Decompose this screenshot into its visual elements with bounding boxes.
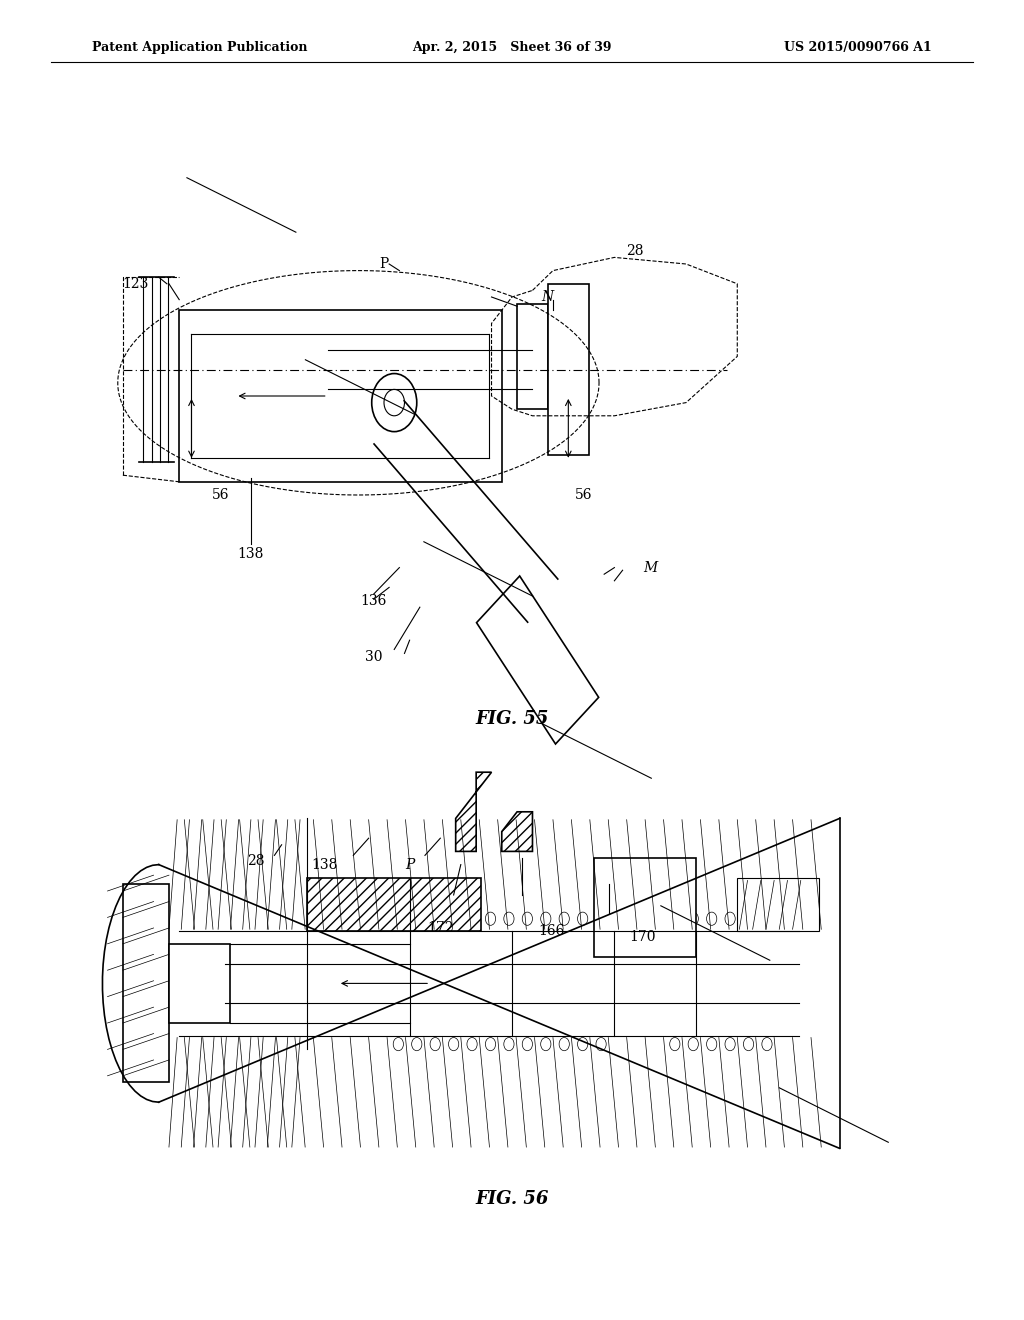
Bar — [548, 284, 589, 455]
Bar — [179, 310, 502, 482]
Text: 136: 136 — [360, 594, 387, 607]
Polygon shape — [456, 772, 492, 851]
Text: M: M — [643, 561, 657, 574]
Text: 56: 56 — [574, 488, 593, 502]
Text: 138: 138 — [311, 858, 338, 871]
Text: US 2015/0090766 A1: US 2015/0090766 A1 — [784, 41, 932, 54]
Text: 56: 56 — [211, 488, 229, 502]
Polygon shape — [476, 576, 599, 744]
Polygon shape — [502, 812, 532, 851]
Bar — [517, 304, 548, 409]
Text: 123: 123 — [122, 277, 148, 290]
Text: 28: 28 — [626, 244, 644, 257]
Text: FIG. 55: FIG. 55 — [475, 710, 549, 729]
Text: P: P — [406, 858, 415, 871]
Text: 166: 166 — [539, 924, 565, 937]
Bar — [123, 884, 169, 1082]
Bar — [169, 944, 230, 1023]
Text: FIG. 56: FIG. 56 — [475, 1189, 549, 1208]
Text: 138: 138 — [238, 548, 264, 561]
Bar — [307, 878, 481, 931]
Text: Patent Application Publication: Patent Application Publication — [92, 41, 307, 54]
Text: 170: 170 — [630, 931, 656, 944]
Text: P: P — [379, 257, 389, 271]
Text: 172: 172 — [427, 921, 454, 935]
Bar — [594, 858, 696, 957]
Text: N: N — [542, 290, 554, 304]
Text: Apr. 2, 2015   Sheet 36 of 39: Apr. 2, 2015 Sheet 36 of 39 — [413, 41, 611, 54]
Bar — [737, 878, 819, 931]
Text: 28: 28 — [247, 854, 264, 867]
Text: 30: 30 — [365, 651, 383, 664]
